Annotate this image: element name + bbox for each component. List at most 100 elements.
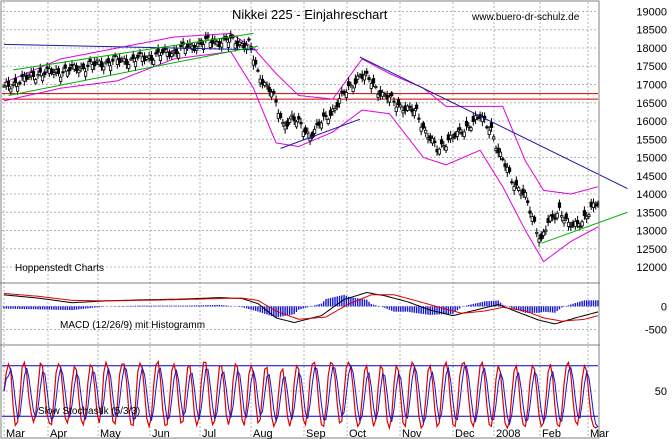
price-candle	[464, 120, 469, 127]
price-candle	[56, 68, 61, 74]
price-candle	[129, 58, 133, 61]
price-candle	[582, 210, 586, 216]
price-candle	[163, 48, 167, 51]
plot-frame	[0, 0, 600, 439]
price-candle	[387, 96, 392, 103]
price-candle	[503, 163, 507, 168]
price-candle	[16, 85, 20, 92]
price-candle	[566, 221, 571, 227]
stochastic-tick-label: 50	[655, 386, 667, 398]
price-candle	[11, 84, 15, 87]
stochastic-k-line	[3, 359, 599, 431]
price-candle	[399, 104, 403, 108]
y-tick-label: 14500	[636, 171, 667, 183]
bollinger-upper	[3, 32, 599, 195]
price-candle	[365, 70, 369, 74]
price-candle	[319, 122, 324, 129]
price-candle	[501, 158, 505, 161]
stochastic-label: Slow Stochastik (5/3/3)	[38, 406, 140, 417]
y-tick-label: 15000	[636, 153, 667, 165]
price-candle	[587, 214, 591, 217]
y-tick-label: 15500	[636, 134, 667, 146]
price-candle	[408, 105, 412, 108]
price-candle	[539, 233, 543, 240]
price-candle	[267, 86, 271, 93]
price-candle	[181, 41, 185, 45]
price-candle	[263, 82, 267, 86]
price-candle	[81, 63, 85, 70]
price-candle	[86, 64, 90, 67]
price-candle	[306, 131, 310, 135]
price-candle	[308, 137, 312, 142]
x-tick-label: Aug	[253, 428, 273, 439]
price-candle	[93, 61, 97, 67]
price-candle	[61, 71, 65, 74]
price-candle	[347, 81, 351, 87]
price-candle	[174, 48, 178, 55]
price-candle	[34, 79, 38, 84]
trend-line	[3, 43, 258, 51]
x-tick-label: Mar	[590, 428, 609, 439]
x-tick-label: Jun	[152, 428, 170, 439]
price-candle	[349, 84, 353, 87]
price-candle	[496, 147, 500, 154]
price-candle	[469, 127, 473, 131]
y-tick-label: 18500	[636, 25, 667, 37]
price-candle	[367, 77, 371, 81]
price-candle	[303, 127, 308, 133]
price-candle	[569, 225, 573, 228]
price-candle	[74, 65, 79, 72]
price-candle	[392, 100, 396, 103]
price-candle	[288, 118, 292, 123]
price-candle	[324, 114, 328, 117]
price-candle	[161, 49, 165, 54]
price-candle	[444, 146, 448, 151]
price-candle	[405, 105, 410, 111]
price-candle	[449, 134, 453, 139]
price-candle	[102, 66, 106, 71]
price-candle	[36, 74, 40, 77]
chart-title: Nikkei 225 - Einjahreschart	[232, 7, 388, 22]
price-candle	[294, 121, 299, 128]
y-tick-label: 13500	[636, 207, 667, 219]
price-candle	[274, 99, 278, 103]
price-candle	[88, 58, 92, 63]
price-candle	[458, 127, 462, 131]
macd-panel	[3, 291, 599, 325]
price-candle	[313, 128, 317, 134]
price-candle	[131, 54, 135, 59]
price-candle	[68, 66, 72, 72]
x-tick-label: Oct	[349, 428, 366, 439]
x-tick-label: 2008	[496, 428, 520, 439]
price-candle	[557, 202, 562, 208]
x-tick-label: Sep	[306, 428, 326, 439]
bollinger-lower	[3, 51, 599, 263]
price-candle	[154, 52, 158, 55]
x-tick-label: Jul	[202, 428, 216, 439]
y-tick-label: 16000	[636, 116, 667, 128]
price-candle	[371, 78, 376, 84]
price-candle	[199, 39, 203, 45]
price-candle	[40, 75, 45, 82]
price-candle	[310, 132, 314, 139]
price-candle	[555, 212, 559, 219]
macd-label: MACD (12/26/9) mit Histogramm	[60, 320, 205, 331]
grid	[2, 2, 598, 437]
price-candle	[580, 221, 584, 227]
price-candle	[523, 191, 528, 198]
price-candle	[278, 112, 283, 119]
price-candle	[396, 99, 401, 106]
price-candle	[585, 215, 589, 220]
price-candle	[90, 64, 95, 70]
price-candle	[281, 122, 285, 125]
price-candle	[526, 200, 530, 204]
price-candle	[548, 215, 552, 222]
y-tick-label: 17500	[636, 61, 667, 73]
macd-signal-line	[3, 293, 599, 322]
price-candle	[510, 181, 514, 184]
price-candle	[256, 69, 260, 72]
trend-line	[359, 56, 628, 189]
price-candle	[38, 67, 42, 73]
price-candle	[437, 148, 441, 155]
